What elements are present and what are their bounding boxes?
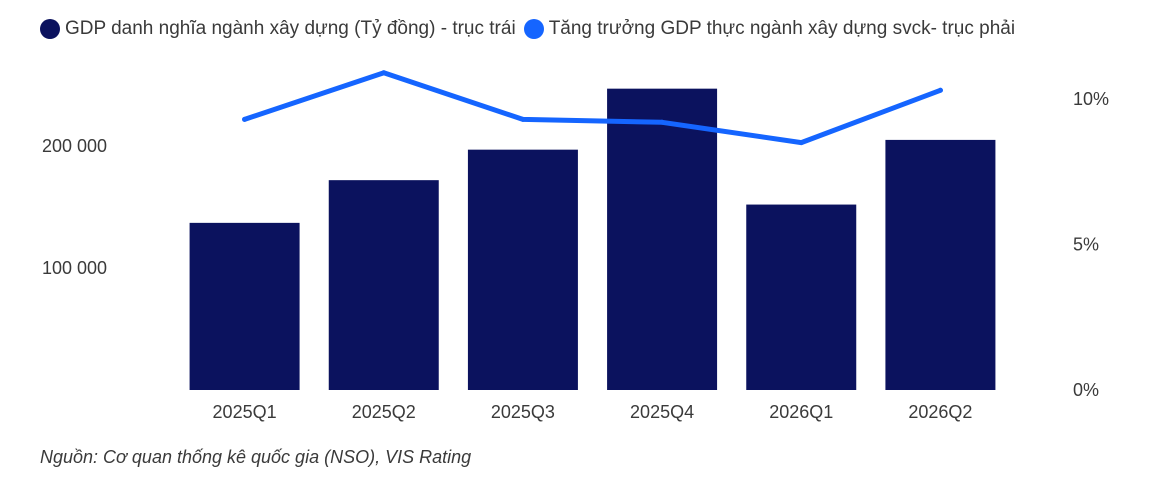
x-tick-label: 2025Q4 (630, 402, 694, 422)
bar-2026q1 (746, 204, 857, 390)
legend-label-real-gdp-growth: Tăng trưởng GDP thực ngành xây dựng svck… (548, 18, 1016, 39)
y-left-tick-label: 100 000 (42, 258, 107, 278)
x-tick-label: 2025Q3 (491, 402, 555, 422)
growth-point-2025q2 (381, 70, 387, 76)
growth-point-2025q1 (242, 116, 248, 122)
legend-label-nominal-gdp: GDP danh nghĩa ngành xây dựng (Tỷ đồng) … (65, 18, 516, 39)
legend-swatch-nominal-gdp (40, 19, 60, 39)
bar-2026q2 (885, 139, 996, 390)
x-tick-label: 2025Q2 (352, 402, 416, 422)
y-right-tick-label: 0% (1073, 380, 1099, 400)
y-right-tick-label: 10% (1073, 89, 1109, 109)
growth-point-2025q4 (659, 119, 665, 125)
bar-2025q3 (467, 149, 578, 390)
growth-line (242, 70, 943, 146)
legend-swatch-real-gdp-growth (523, 19, 544, 39)
bar-2025q4 (607, 88, 718, 390)
legend-item-nominal-gdp: GDP danh nghĩa ngành xây dựng (Tỷ đồng) … (40, 18, 516, 40)
x-tick-label: 2026Q2 (908, 402, 972, 422)
growth-point-2026q2 (937, 87, 943, 93)
x-tick-label: 2026Q1 (769, 402, 833, 422)
bar-2025q2 (328, 180, 439, 390)
bar-2025q1 (189, 222, 300, 390)
source-note: Nguồn: Cơ quan thống kê quốc gia (NSO), … (40, 447, 472, 467)
growth-point-2026q1 (798, 140, 804, 146)
x-tick-label: 2025Q1 (213, 402, 277, 422)
y-left-tick-label: 200 000 (42, 136, 107, 156)
chart-legend: GDP danh nghĩa ngành xây dựng (Tỷ đồng) … (40, 18, 1023, 40)
y-right-tick-label: 5% (1073, 235, 1099, 255)
growth-point-2025q3 (520, 116, 526, 122)
legend-item-real-gdp-growth: Tăng trưởng GDP thực ngành xây dựng svck… (523, 18, 1016, 40)
